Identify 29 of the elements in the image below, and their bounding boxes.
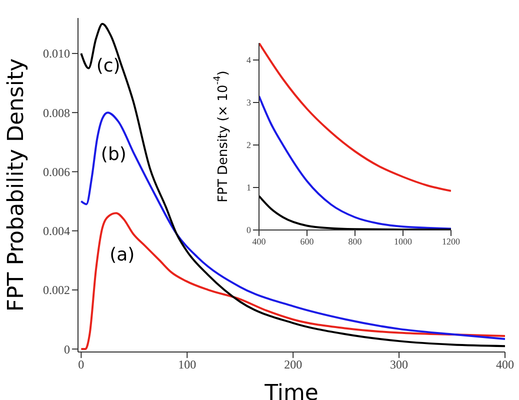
x-tick-label: 1200 [442, 236, 460, 246]
y-tick-label: 0.006 [43, 164, 70, 179]
y-tick-label: 0.002 [43, 283, 70, 298]
line-series [80, 22, 505, 348]
x-tick-label: 100 [178, 358, 196, 372]
y-tick-label: 2 [246, 140, 251, 150]
y-axis-title: FPT Probability Density [4, 58, 28, 312]
line-series [80, 212, 505, 350]
x-tick-label: 1000 [394, 236, 412, 246]
x-tick-label: 600 [300, 236, 314, 246]
x-axis-title: Time [264, 381, 318, 400]
series-label: (c) [96, 55, 120, 76]
y-tick-label: 0.004 [43, 224, 70, 238]
series-label: (b) [100, 144, 126, 166]
x-tick-label: 200 [284, 358, 302, 372]
y-tick-label: 1 [246, 182, 251, 193]
y-tick-label: 0.010 [43, 46, 70, 61]
y-tick-label: 4 [246, 55, 252, 66]
x-tick-label: 400 [496, 358, 514, 372]
x-tick-label: 400 [252, 236, 266, 246]
y-tick-label: 0 [64, 342, 70, 356]
y-tick-label: 0 [246, 225, 252, 236]
x-tick-label: 800 [348, 236, 362, 246]
series-label: (a) [110, 244, 135, 266]
x-tick-label: 300 [390, 358, 408, 372]
x-tick-label: 0 [78, 358, 84, 372]
y-tick-label: 0.008 [43, 106, 70, 120]
y-tick-label: 3 [246, 98, 252, 108]
line-series [259, 43, 451, 192]
